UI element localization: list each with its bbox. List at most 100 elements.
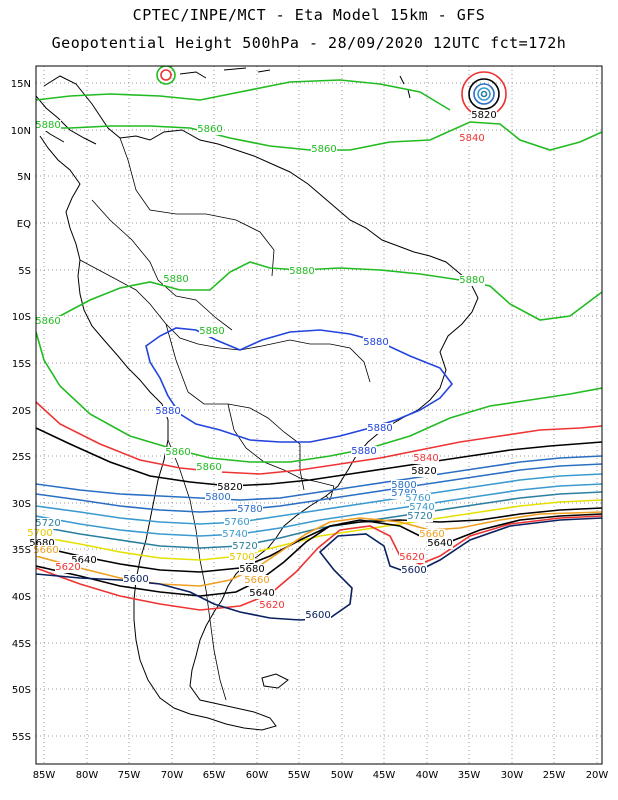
contour-label: 5660 — [419, 529, 444, 540]
contour-label-bg — [71, 555, 97, 566]
latitude-label: 35S — [12, 545, 31, 556]
longitude-label: 35W — [458, 770, 481, 781]
contour-label: 5880 — [351, 446, 376, 457]
contour-label: 5680 — [239, 564, 264, 575]
map-title: CPTEC/INPE/MCT - Eta Model 15km - GFS — [132, 6, 486, 24]
contour-label: 5620 — [399, 552, 424, 563]
contour-label-bg — [459, 275, 485, 286]
contour-label-bg — [35, 316, 61, 327]
contour-label-bg — [197, 124, 223, 135]
latitude-label: 5N — [17, 172, 31, 183]
contour-label-bg — [259, 600, 285, 611]
contour-label-bg — [427, 538, 453, 549]
contour-label-bg — [35, 120, 61, 131]
contour-label-bg — [459, 133, 485, 144]
contour-5860-north — [36, 79, 451, 111]
contour-5620 — [36, 515, 602, 611]
contour-5900 — [145, 327, 454, 443]
contour-label: 5880 — [155, 406, 180, 417]
contour-label-bg — [239, 564, 265, 575]
contour-label: 5760 — [405, 493, 430, 504]
contour-label: 5860 — [35, 316, 60, 327]
contour-label: 5880 — [363, 337, 388, 348]
longitude-label: 30W — [501, 770, 524, 781]
contour-label-bg — [409, 502, 435, 513]
contour-label: 5700 — [229, 552, 254, 563]
contour-label-bg — [123, 574, 149, 585]
contour-label: 5640 — [249, 588, 274, 599]
latitude-label: 25S — [12, 452, 31, 463]
contour-label-bg — [33, 545, 59, 556]
contour-label-bg — [27, 528, 53, 539]
contour-5640 — [36, 513, 602, 597]
longitude-label: 75W — [118, 770, 141, 781]
latitude-label: 15S — [12, 359, 31, 370]
contour-label-bg — [419, 529, 445, 540]
contour-label-bg — [237, 504, 263, 515]
contour-label: 5800 — [205, 492, 230, 503]
contour-label-bg — [391, 488, 417, 499]
contour-label: 5880 — [459, 275, 484, 286]
contour-label: 5840 — [413, 453, 438, 464]
latitude-label: 5S — [18, 266, 31, 277]
contour-label: 5620 — [55, 562, 80, 573]
contour-label: 5880 — [35, 120, 60, 131]
contour-label: 5880 — [199, 326, 224, 337]
contour-label-bg — [413, 453, 439, 464]
contour-label-bg — [199, 326, 225, 337]
longitude-label: 85W — [33, 770, 56, 781]
south-america-coastline — [39, 75, 479, 731]
contour-5760-ring — [480, 90, 488, 98]
contour-label: 5820 — [411, 466, 436, 477]
contour-label-bg — [55, 562, 81, 573]
contour-label-bg — [289, 266, 315, 277]
contour-label-bg — [249, 588, 275, 599]
contour-label-bg — [363, 337, 389, 348]
contour-label: 5700 — [27, 528, 52, 539]
latitude-label: EQ — [17, 219, 31, 230]
latitude-label: 15N — [11, 79, 31, 90]
contour-label: 5860 — [165, 447, 190, 458]
contour-label: 5600 — [305, 610, 330, 621]
contour-label: 5660 — [33, 545, 58, 556]
longitude-label: 55W — [288, 770, 311, 781]
contour-label: 5720 — [35, 518, 60, 529]
latitude-label: 10S — [12, 312, 31, 323]
map-subtitle: Geopotential Height 500hPa - 28/09/2020 … — [51, 34, 567, 52]
contour-label-bg — [311, 144, 337, 155]
contour-label-bg — [165, 447, 191, 458]
contour-label-bg — [351, 446, 377, 457]
longitude-label: 65W — [203, 770, 226, 781]
contour-label-bg — [222, 529, 248, 540]
latitude-label: 10N — [11, 126, 31, 137]
longitude-label: 80W — [76, 770, 99, 781]
contour-label-bg — [205, 492, 231, 503]
contour-5680 — [36, 507, 602, 573]
latitude-label: 50S — [12, 685, 31, 696]
longitude-label: 40W — [416, 770, 439, 781]
contour-label-bg — [407, 511, 433, 522]
latitude-label: 30S — [12, 499, 31, 510]
longitude-label: 25W — [543, 770, 566, 781]
contour-label: 5820 — [471, 110, 496, 121]
closed-low-small — [160, 69, 172, 81]
contour-label-bg — [35, 518, 61, 529]
contour-5800 — [36, 455, 602, 501]
graticule — [36, 66, 602, 764]
contour-label: 5740 — [222, 529, 247, 540]
contour-label-bg — [391, 480, 417, 491]
contour-label-bg — [29, 538, 55, 549]
contour-label-bg — [411, 466, 437, 477]
contour-label-bg — [367, 423, 393, 434]
contour-label: 5720 — [407, 511, 432, 522]
longitude-label: 70W — [161, 770, 184, 781]
contour-5780-ring — [477, 87, 491, 101]
contour-5720 — [36, 491, 602, 549]
contour-5740 — [36, 483, 602, 537]
latitude-label: 20S — [12, 406, 31, 417]
contour-5880-equatorial — [36, 261, 602, 323]
closed-contour-small — [156, 66, 176, 85]
contour-label: 5780 — [391, 488, 416, 499]
contour-label: 5720 — [232, 541, 257, 552]
